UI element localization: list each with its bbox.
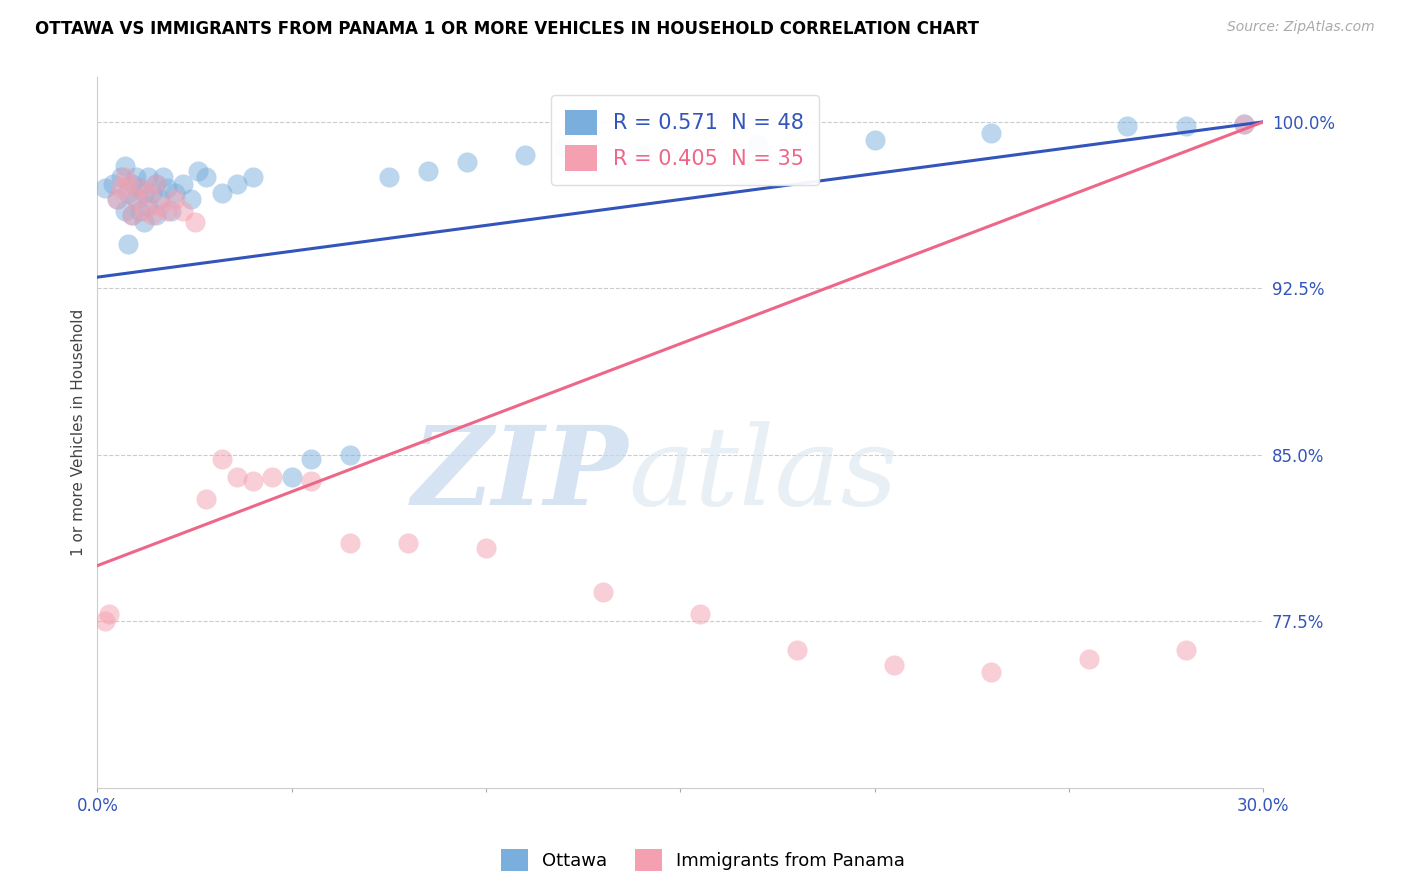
Point [145, 177, 167, 191]
Point [172, 203, 194, 218]
Text: atlas: atlas [628, 421, 897, 529]
Point [416, 163, 439, 178]
Point [299, 475, 322, 489]
Point [747, 136, 769, 151]
Point [475, 541, 498, 555]
Point [1174, 120, 1197, 134]
Point [121, 208, 143, 222]
Point [863, 132, 886, 146]
Point [165, 193, 187, 207]
Point [94, 614, 117, 628]
Point [136, 199, 159, 213]
Point [129, 203, 152, 218]
Point [117, 177, 139, 191]
Point [513, 148, 536, 162]
Point [156, 181, 179, 195]
Point [1233, 117, 1256, 131]
Point [125, 170, 148, 185]
Point [114, 159, 136, 173]
Point [689, 607, 711, 622]
Point [132, 186, 155, 200]
Point [110, 170, 132, 185]
Point [242, 170, 264, 185]
Point [145, 208, 167, 222]
Point [125, 193, 148, 207]
Point [211, 186, 233, 200]
Legend: Ottawa, Immigrants from Panama: Ottawa, Immigrants from Panama [494, 842, 912, 879]
Point [156, 203, 179, 218]
Point [299, 452, 322, 467]
Point [339, 536, 361, 550]
Text: Source: ZipAtlas.com: Source: ZipAtlas.com [1227, 20, 1375, 34]
Point [132, 215, 155, 229]
Point [125, 193, 148, 207]
Point [592, 585, 614, 599]
Point [396, 536, 419, 550]
Point [226, 177, 249, 191]
Point [1116, 120, 1139, 134]
Point [117, 186, 139, 200]
Point [883, 658, 905, 673]
Point [211, 452, 233, 467]
Point [141, 208, 163, 222]
Point [630, 148, 652, 162]
Point [141, 186, 163, 200]
Y-axis label: 1 or more Vehicles in Household: 1 or more Vehicles in Household [72, 309, 86, 556]
Point [262, 470, 284, 484]
Point [183, 215, 205, 229]
Point [160, 203, 183, 218]
Point [378, 170, 401, 185]
Point [121, 208, 143, 222]
Point [242, 475, 264, 489]
Point [1233, 117, 1256, 131]
Point [180, 193, 202, 207]
Point [129, 181, 152, 195]
Point [553, 141, 575, 155]
Point [145, 177, 167, 191]
Point [117, 236, 139, 251]
Point [786, 643, 808, 657]
Point [165, 186, 187, 200]
Point [1077, 652, 1099, 666]
Point [98, 607, 121, 622]
Point [195, 170, 218, 185]
Point [101, 177, 124, 191]
Point [280, 470, 302, 484]
Legend: R = 0.571  N = 48, R = 0.405  N = 35: R = 0.571 N = 48, R = 0.405 N = 35 [551, 95, 818, 186]
Point [226, 470, 249, 484]
Point [105, 193, 128, 207]
Point [136, 186, 159, 200]
Point [172, 177, 194, 191]
Point [148, 199, 170, 213]
Point [195, 491, 218, 506]
Point [136, 170, 159, 185]
Point [152, 170, 174, 185]
Point [187, 163, 209, 178]
Point [980, 665, 1002, 680]
Point [132, 203, 155, 218]
Text: ZIP: ZIP [412, 421, 628, 529]
Point [105, 193, 128, 207]
Point [148, 193, 170, 207]
Point [339, 448, 361, 462]
Point [1174, 643, 1197, 657]
Point [980, 126, 1002, 140]
Point [456, 154, 478, 169]
Point [110, 181, 132, 195]
Point [114, 170, 136, 185]
Point [114, 203, 136, 218]
Point [129, 181, 152, 195]
Point [94, 181, 117, 195]
Point [121, 177, 143, 191]
Text: OTTAWA VS IMMIGRANTS FROM PANAMA 1 OR MORE VEHICLES IN HOUSEHOLD CORRELATION CHA: OTTAWA VS IMMIGRANTS FROM PANAMA 1 OR MO… [35, 20, 979, 37]
